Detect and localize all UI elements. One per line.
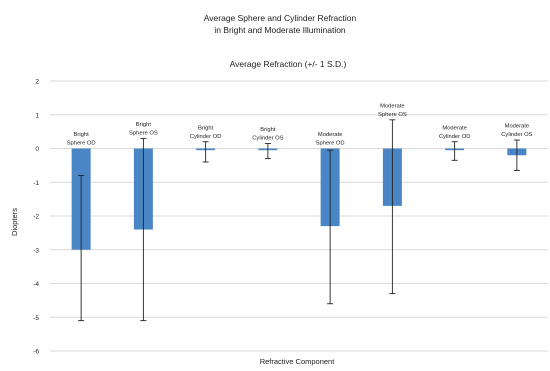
y-tick-label: -5	[33, 315, 39, 322]
category-label: Bright	[198, 125, 214, 131]
category-label: Cylinder OS	[252, 135, 283, 141]
category-label: Cylinder OD	[439, 134, 471, 140]
y-tick-label: 0	[35, 146, 39, 153]
category-label: Cylinder OS	[501, 132, 532, 138]
chart-subtitle: in Bright and Moderate Illumination	[214, 25, 346, 35]
bars	[71, 148, 527, 250]
category-label: Moderate	[442, 125, 467, 131]
category-labels: Bright Sphere OD Bright Sphere OS Bright Cyli…	[67, 103, 533, 146]
category-label: Sphere OD	[67, 141, 96, 147]
category-label: Moderate	[318, 132, 343, 138]
y-tick-label: -3	[33, 247, 39, 254]
chart-inner-title: Average Refraction (+/- 1 S.D.)	[230, 59, 347, 69]
y-tick-label: 1	[35, 112, 39, 119]
category-label: Bright	[136, 122, 152, 128]
y-tick-label: -1	[33, 180, 39, 187]
category-label: Bright	[260, 127, 276, 133]
chart-title: Average Sphere and Cylinder Refraction	[204, 13, 357, 23]
category-label: Sphere OS	[378, 112, 407, 118]
y-tick-label: -2	[33, 214, 39, 221]
gridlines	[50, 80, 548, 352]
y-tick-label: -6	[33, 349, 39, 356]
category-label: Moderate	[380, 103, 405, 109]
error-bars	[78, 119, 520, 322]
category-label: Moderate	[505, 124, 530, 130]
y-tick-label: 2	[35, 79, 39, 86]
x-axis-label: Refractive Component	[260, 357, 336, 366]
category-label: Sphere OD	[316, 141, 345, 147]
category-label: Sphere OS	[129, 130, 158, 136]
y-tick-labels: 2 1 0 -1 -2 -3 -4 -5 -6	[33, 79, 39, 356]
y-axis-label: Diopters	[10, 208, 19, 236]
category-label: Bright	[74, 132, 90, 138]
category-label: Cylinder OD	[190, 134, 222, 140]
y-tick-label: -4	[33, 281, 39, 288]
